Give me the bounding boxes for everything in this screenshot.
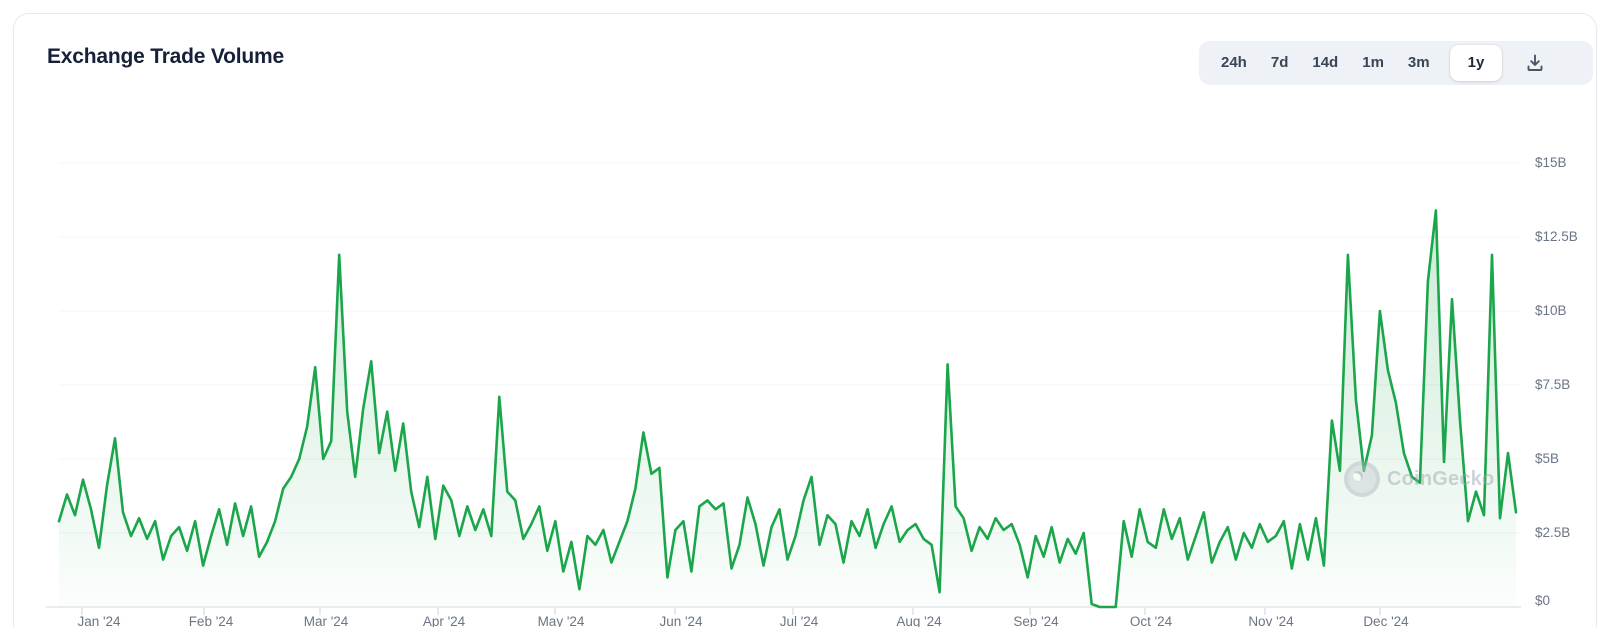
exchange-trade-volume-card: Exchange Trade Volume 24h 7d 14d 1m 3m 1y $15… bbox=[13, 13, 1597, 627]
x-axis-label: Jun '24 bbox=[659, 614, 703, 627]
x-axis-label: Apr '24 bbox=[422, 614, 466, 627]
y-axis-label: $2.5B bbox=[1535, 525, 1571, 540]
x-axis-label: Aug '24 bbox=[896, 614, 942, 627]
x-axis-label: May '24 bbox=[537, 614, 585, 627]
y-axis-label: $15B bbox=[1535, 155, 1567, 170]
download-button[interactable] bbox=[1518, 45, 1552, 81]
range-button-3m[interactable]: 3m bbox=[1404, 45, 1434, 81]
x-axis-label: Jan '24 bbox=[77, 614, 121, 627]
range-button-7d[interactable]: 7d bbox=[1267, 45, 1293, 81]
time-range-selector: 24h 7d 14d 1m 3m 1y bbox=[1199, 41, 1593, 85]
page-title: Exchange Trade Volume bbox=[47, 45, 284, 68]
range-button-14d[interactable]: 14d bbox=[1308, 45, 1342, 81]
y-axis-label: $7.5B bbox=[1535, 377, 1571, 392]
range-button-24h[interactable]: 24h bbox=[1217, 45, 1251, 81]
y-axis-label: $0 bbox=[1535, 593, 1551, 608]
x-axis-label: Nov '24 bbox=[1248, 614, 1294, 627]
x-axis-label: Mar '24 bbox=[303, 614, 349, 627]
volume-line bbox=[57, 209, 1518, 609]
x-axis-label: Oct '24 bbox=[1129, 614, 1173, 627]
x-axis-label: Jul '24 bbox=[779, 614, 819, 627]
y-axis-label: $10B bbox=[1535, 303, 1567, 318]
x-axis-label: Dec '24 bbox=[1363, 614, 1409, 627]
volume-area-chart[interactable] bbox=[46, 134, 1524, 620]
x-axis-label: Sep '24 bbox=[1013, 614, 1059, 627]
range-button-1m[interactable]: 1m bbox=[1358, 45, 1388, 81]
volume-area-fill bbox=[59, 210, 1516, 607]
y-axis-label: $5B bbox=[1535, 451, 1560, 466]
range-button-1y[interactable]: 1y bbox=[1449, 45, 1503, 81]
download-icon bbox=[1524, 52, 1546, 74]
x-axis-label: Feb '24 bbox=[188, 614, 234, 627]
y-axis-label: $12.5B bbox=[1535, 229, 1578, 244]
